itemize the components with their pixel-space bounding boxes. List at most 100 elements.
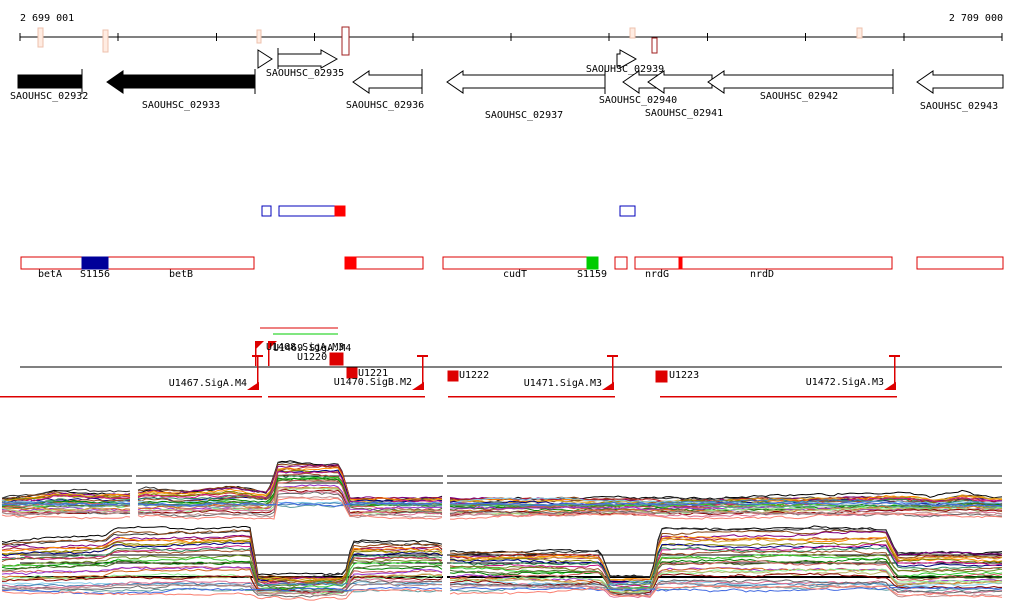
operon-label: nrdD	[749, 269, 775, 280]
gene-label: SAOUHSC_02940	[598, 95, 678, 106]
gene-label: SAOUHSC_02933	[141, 100, 221, 111]
gene-label: SAOUHSC_02943	[919, 101, 999, 112]
signal-trace	[449, 567, 1003, 593]
operon-segment[interactable]	[344, 256, 357, 270]
ruler-probe-mark[interactable]	[256, 29, 262, 44]
utr-marker-box[interactable]	[447, 370, 459, 382]
ruler-probe-mark-selected[interactable]	[341, 26, 350, 56]
signal-trace	[137, 499, 443, 505]
gene-arrow-saouhsc_02939[interactable]	[616, 49, 638, 69]
gene-arrow-saouhsc_02942[interactable]	[707, 70, 894, 94]
signal-trace	[1, 503, 131, 508]
ruler-start-label: 2 699 001	[20, 13, 75, 24]
signal-trace	[1, 579, 443, 598]
promoter-flag-up[interactable]	[268, 341, 277, 350]
annotation-box-highlight[interactable]	[334, 205, 346, 217]
signal-trace	[449, 501, 1003, 507]
signal-trace	[137, 467, 443, 502]
ruler-probe-mark[interactable]	[856, 27, 863, 39]
signal-trace	[1, 568, 443, 594]
forward-strand-signal	[1, 460, 1003, 520]
signal-trace	[1, 556, 443, 590]
annotation-box[interactable]	[261, 205, 272, 217]
signal-trace	[1, 586, 443, 595]
signal-trace	[1, 549, 443, 584]
operon-box[interactable]	[916, 256, 1004, 270]
sigma-site-label: U1472.SigA.M3	[805, 377, 884, 388]
promoter-flag-down[interactable]	[412, 382, 424, 390]
gene-arrow-saouhsc_02933[interactable]	[106, 70, 256, 94]
utr-marker-box[interactable]	[655, 370, 668, 383]
gene-label: SAOUHSC_02935	[265, 68, 345, 79]
gene-label: SAOUHSC_02936	[345, 100, 425, 111]
signal-trace	[449, 585, 1003, 598]
utr-marker-label: U1223	[669, 370, 700, 381]
signal-trace	[1, 538, 443, 581]
gene-label: SAOUHSC_02939	[585, 64, 665, 75]
feature-extent-line	[448, 396, 615, 398]
signal-trace	[1, 500, 131, 506]
promoter-flag-up[interactable]	[255, 341, 264, 350]
operon-box[interactable]	[614, 256, 628, 270]
signal-trace	[449, 527, 1003, 578]
signal-trace	[449, 543, 1003, 583]
operon-box[interactable]	[344, 256, 424, 270]
operon-segment[interactable]	[586, 256, 599, 270]
gene-arrow-saouhsc_02943[interactable]	[916, 70, 1004, 94]
operon-box[interactable]	[20, 256, 255, 270]
signal-trace	[1, 583, 443, 597]
signal-trace	[449, 505, 1003, 513]
ruler-end-label: 2 709 000	[948, 13, 1003, 24]
utr-marker-box[interactable]	[329, 352, 344, 366]
signal-trace	[449, 586, 1003, 593]
signal-trace	[1, 514, 131, 520]
operon-segment[interactable]	[81, 256, 109, 270]
operon-segment[interactable]	[678, 256, 683, 270]
feature-track	[0, 327, 1002, 398]
annotation-box[interactable]	[619, 205, 636, 217]
sigma-site-label: U1470.SigB.M2	[333, 377, 412, 388]
signal-trace	[449, 489, 1003, 501]
feature-label: U1468.SigA.M3	[266, 342, 345, 353]
signal-trace	[137, 476, 443, 507]
signal-trace	[449, 540, 1003, 586]
operon-label: betB	[168, 269, 194, 280]
utr-marker-label: U1222	[459, 370, 490, 381]
utr-marker-label: U1221	[358, 368, 389, 379]
utr-marker-box[interactable]	[346, 367, 358, 379]
promoter-flag-down[interactable]	[247, 382, 259, 390]
signal-trace	[1, 547, 443, 587]
ruler-probe-mark-selected[interactable]	[651, 37, 658, 54]
sigma-site-label: U1467.SigA.M4	[168, 378, 247, 389]
ruler-probe-mark[interactable]	[37, 27, 44, 48]
gene-arrow-saouhsc_02935[interactable]	[277, 49, 339, 69]
promoter-flag-down[interactable]	[884, 382, 896, 390]
ruler-probe-mark[interactable]	[629, 27, 636, 39]
feature-extent-line	[660, 396, 897, 398]
signal-trace	[1, 566, 443, 594]
gene-arrow-saouhsc_02936[interactable]	[352, 70, 423, 94]
gene-arrow[interactable]	[257, 49, 273, 69]
operon-label: cudT	[502, 269, 528, 280]
signal-trace	[449, 560, 1003, 592]
signal-trace	[1, 575, 443, 594]
signal-trace	[449, 560, 1003, 591]
signal-plot	[1, 460, 1003, 601]
signal-trace	[1, 529, 443, 580]
sigma-site-label: U1471.SigA.M3	[523, 378, 602, 389]
promoter-flag-down[interactable]	[602, 382, 614, 390]
signal-trace	[449, 570, 1003, 595]
ruler-probe-mark[interactable]	[102, 29, 109, 53]
signal-trace	[137, 496, 443, 519]
operon-box[interactable]	[634, 256, 893, 270]
gene-label: SAOUHSC_02942	[759, 91, 839, 102]
gene-arrow-saouhsc_02937[interactable]	[446, 70, 606, 94]
signal-trace	[449, 529, 1003, 583]
operon-box[interactable]	[442, 256, 599, 270]
gene-arrow-saouhsc_02932[interactable]	[17, 74, 83, 89]
signal-trace	[449, 546, 1003, 585]
signal-trace	[449, 543, 1003, 588]
gene-label: SAOUHSC_02937	[484, 110, 564, 121]
annotation-track	[261, 205, 636, 217]
